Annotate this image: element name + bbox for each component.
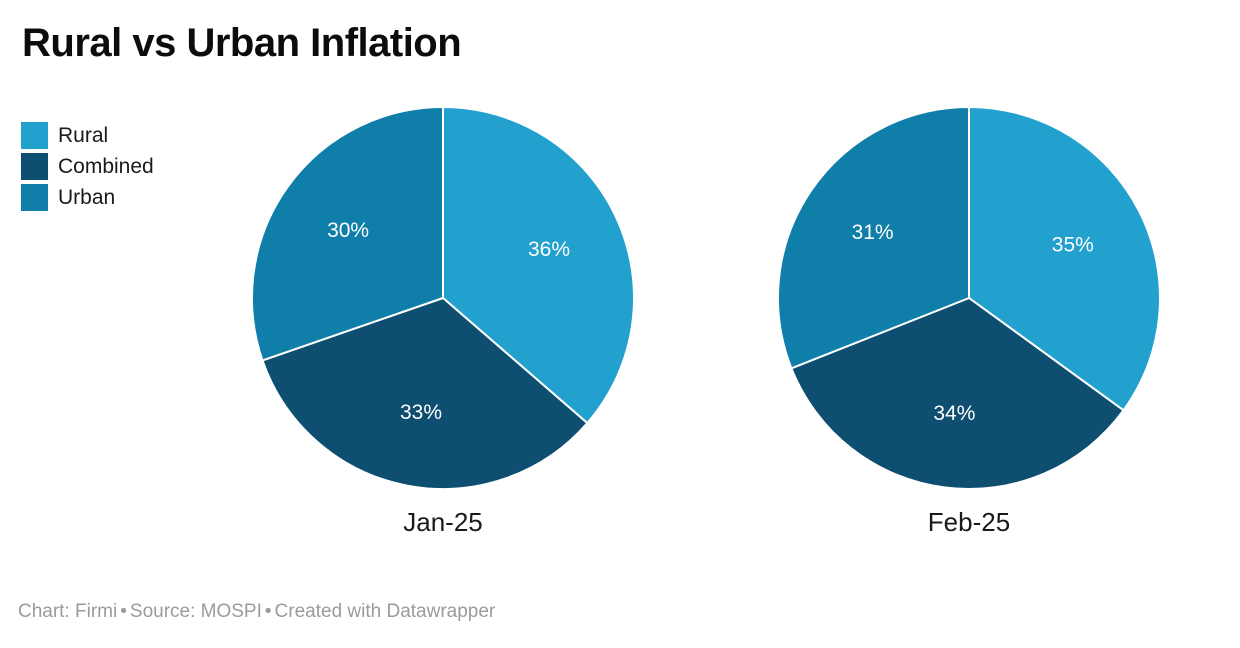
- footer-separator: •: [264, 601, 272, 622]
- legend-label: Combined: [58, 155, 154, 178]
- pie-slice-urban: [777, 106, 970, 370]
- legend-swatch-urban: [21, 184, 48, 211]
- footer-source: Source: MOSPI: [129, 601, 262, 622]
- legend-swatch-combined: [21, 153, 48, 180]
- slice-label: 30%: [327, 219, 369, 242]
- pie-svg: 35% 34% 31%: [777, 106, 1161, 490]
- footer-attribution: Chart: Firmi • Source: MOSPI • Created with …: [18, 600, 495, 624]
- slice-label: 34%: [933, 402, 975, 425]
- pie-axis-label-jan: Jan-25: [403, 507, 483, 537]
- pie-chart-feb: 35% 34% 31%: [776, 105, 1162, 491]
- chart-title: Rural vs Urban Inflation: [22, 21, 462, 65]
- footer-chart-credit: Chart: Firmi: [18, 601, 118, 622]
- pie-slice-combined: [790, 297, 1125, 490]
- pie-slice-rural: [968, 106, 1161, 412]
- legend-label: Urban: [58, 186, 116, 209]
- legend-item-combined: Combined: [21, 153, 154, 180]
- pie-slice-rural: [442, 106, 635, 425]
- pie-chart-jan: 36% 33% 30%: [250, 105, 636, 491]
- slice-label: 36%: [528, 238, 570, 261]
- pie-slice-combined: [261, 297, 589, 490]
- slice-label: 31%: [852, 221, 894, 244]
- footer-datawrapper-credit: Created with Datawrapper: [274, 601, 496, 622]
- legend-swatch-rural: [21, 122, 48, 149]
- legend-item-urban: Urban: [21, 184, 154, 211]
- slice-label: 33%: [400, 401, 442, 424]
- pie-slice-urban: [251, 106, 444, 362]
- legend: Rural Combined Urban: [21, 122, 154, 215]
- legend-label: Rural: [58, 124, 109, 147]
- pie-svg: 36% 33% 30%: [251, 106, 635, 490]
- legend-item-rural: Rural: [21, 122, 154, 149]
- slice-label: 35%: [1052, 234, 1094, 257]
- pie-axis-label-feb: Feb-25: [927, 507, 1011, 537]
- footer-separator: •: [120, 601, 127, 622]
